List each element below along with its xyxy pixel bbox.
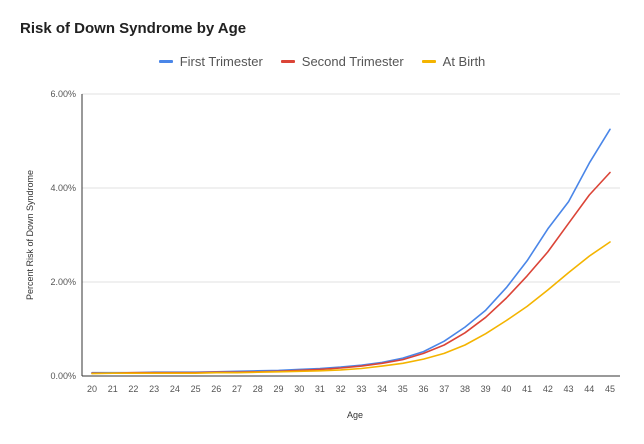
x-tick-label: 36 xyxy=(419,384,429,394)
chart-title: Risk of Down Syndrome by Age xyxy=(20,20,247,37)
x-tick-label: 44 xyxy=(584,384,594,394)
legend-label-at-birth: At Birth xyxy=(442,54,486,69)
x-tick-label: 29 xyxy=(273,384,283,394)
legend-item-first-trimester[interactable]: First Trimester xyxy=(158,54,263,69)
x-tick-label: 35 xyxy=(398,384,408,394)
series-line-at-birth[interactable] xyxy=(91,241,611,375)
legend-item-second-trimester[interactable]: Second Trimester xyxy=(280,54,404,69)
x-tick-label: 37 xyxy=(439,384,449,394)
legend-swatch-first-trimester xyxy=(158,60,173,63)
x-tick-label: 27 xyxy=(232,384,242,394)
x-tick-label: 40 xyxy=(501,384,511,394)
x-tick-label: 30 xyxy=(294,384,304,394)
x-tick-label: 42 xyxy=(543,384,553,394)
x-tick-label: 34 xyxy=(377,384,387,394)
legend-label-first-trimester: First Trimester xyxy=(179,54,263,69)
x-tick-label: 31 xyxy=(315,384,325,394)
y-tick-label: 6.00% xyxy=(50,89,76,99)
legend-swatch-at-birth xyxy=(421,60,436,63)
x-tick-label: 21 xyxy=(108,384,118,394)
y-tick-label: 0.00% xyxy=(50,371,76,381)
x-tick-label: 20 xyxy=(87,384,97,394)
x-axis-title: Age xyxy=(347,410,363,420)
x-tick-label: 45 xyxy=(605,384,615,394)
legend-label-second-trimester: Second Trimester xyxy=(301,54,404,69)
x-tick-label: 26 xyxy=(211,384,221,394)
x-tick-label: 32 xyxy=(336,384,346,394)
x-tick-label: 28 xyxy=(253,384,263,394)
chart-legend: First Trimester Second Trimester At Birt… xyxy=(0,54,644,69)
tick-labels: 0.00% 2.00% 4.00% 6.00% 20 21 22 23 24 25 26 27 28 29… xyxy=(50,89,615,394)
x-tick-label: 23 xyxy=(149,384,159,394)
x-tick-label: 33 xyxy=(356,384,366,394)
series-lines xyxy=(91,128,611,375)
series-line-second-trimester[interactable] xyxy=(91,171,611,374)
legend-item-at-birth[interactable]: At Birth xyxy=(421,54,486,69)
x-tick-label: 39 xyxy=(481,384,491,394)
legend-swatch-second-trimester xyxy=(280,60,295,63)
series-line-first-trimester[interactable] xyxy=(91,128,611,374)
gridlines xyxy=(82,93,620,283)
x-tick-label: 41 xyxy=(522,384,532,394)
y-axis-title: Percent Risk of Down Syndrome xyxy=(25,170,35,300)
x-tick-label: 43 xyxy=(564,384,574,394)
x-tick-label: 25 xyxy=(191,384,201,394)
y-tick-label: 2.00% xyxy=(50,277,76,287)
axes xyxy=(81,94,620,377)
x-tick-label: 38 xyxy=(460,384,470,394)
x-tick-label: 22 xyxy=(128,384,138,394)
y-tick-label: 4.00% xyxy=(50,183,76,193)
x-tick-label: 24 xyxy=(170,384,180,394)
